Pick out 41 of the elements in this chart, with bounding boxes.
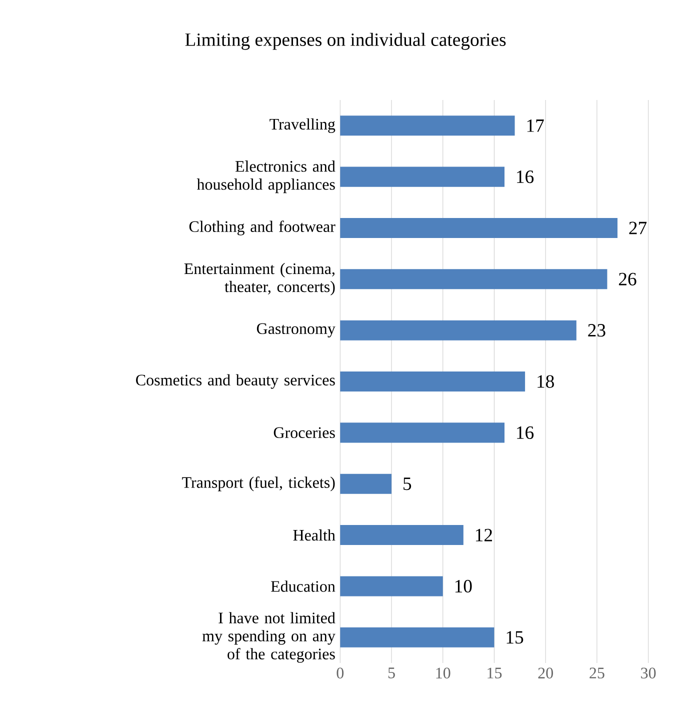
x-tick-label: 30 xyxy=(640,668,656,678)
x-tick-label: 5 xyxy=(388,668,395,678)
data-label: 23 xyxy=(588,324,606,337)
bar xyxy=(340,166,504,187)
data-label: 5 xyxy=(403,478,411,490)
x-tick-label: 20 xyxy=(538,668,553,678)
data-label: 15 xyxy=(506,631,523,644)
data-label: 17 xyxy=(527,119,544,132)
y-tick-label: Transport (fuel, tickets) xyxy=(182,476,335,492)
bar xyxy=(340,525,464,546)
chart-title: Limiting expenses on individual categories xyxy=(185,32,506,50)
y-tick-label: Clothing and footwear xyxy=(189,220,336,236)
data-label: 12 xyxy=(476,528,492,542)
y-tick-label: Travelling xyxy=(269,118,335,133)
bar xyxy=(340,218,618,238)
y-tick-label: Groceries xyxy=(274,427,335,438)
x-tick-label: 15 xyxy=(487,668,502,678)
bar xyxy=(340,269,608,290)
bar xyxy=(340,576,443,596)
bar xyxy=(340,422,504,443)
x-tick-label: 10 xyxy=(436,668,450,678)
data-label: 26 xyxy=(618,272,636,286)
y-tick-label: Electronics and household appliances xyxy=(196,160,336,194)
bar xyxy=(340,116,515,136)
data-label: 16 xyxy=(516,170,534,184)
data-label: 10 xyxy=(455,580,472,593)
bar xyxy=(340,474,392,494)
data-label: 18 xyxy=(537,375,554,388)
x-tick-label: 25 xyxy=(589,668,604,678)
y-tick-label: I have not limited my spending on any of the categories xyxy=(202,612,336,663)
y-tick-label: Education xyxy=(270,580,336,592)
y-tick-label: Entertainment (cinema, theater, concerts) xyxy=(184,262,335,296)
bar xyxy=(340,627,494,648)
data-label: 27 xyxy=(629,222,646,234)
y-tick-label: Health xyxy=(293,529,336,541)
y-tick-label: Gastronomy xyxy=(256,323,336,338)
bar xyxy=(340,320,576,340)
data-label: 16 xyxy=(516,426,534,439)
x-tick-label: 0 xyxy=(336,668,344,678)
bar xyxy=(340,372,525,392)
y-tick-label: Cosmetics and beauty services xyxy=(136,374,335,389)
